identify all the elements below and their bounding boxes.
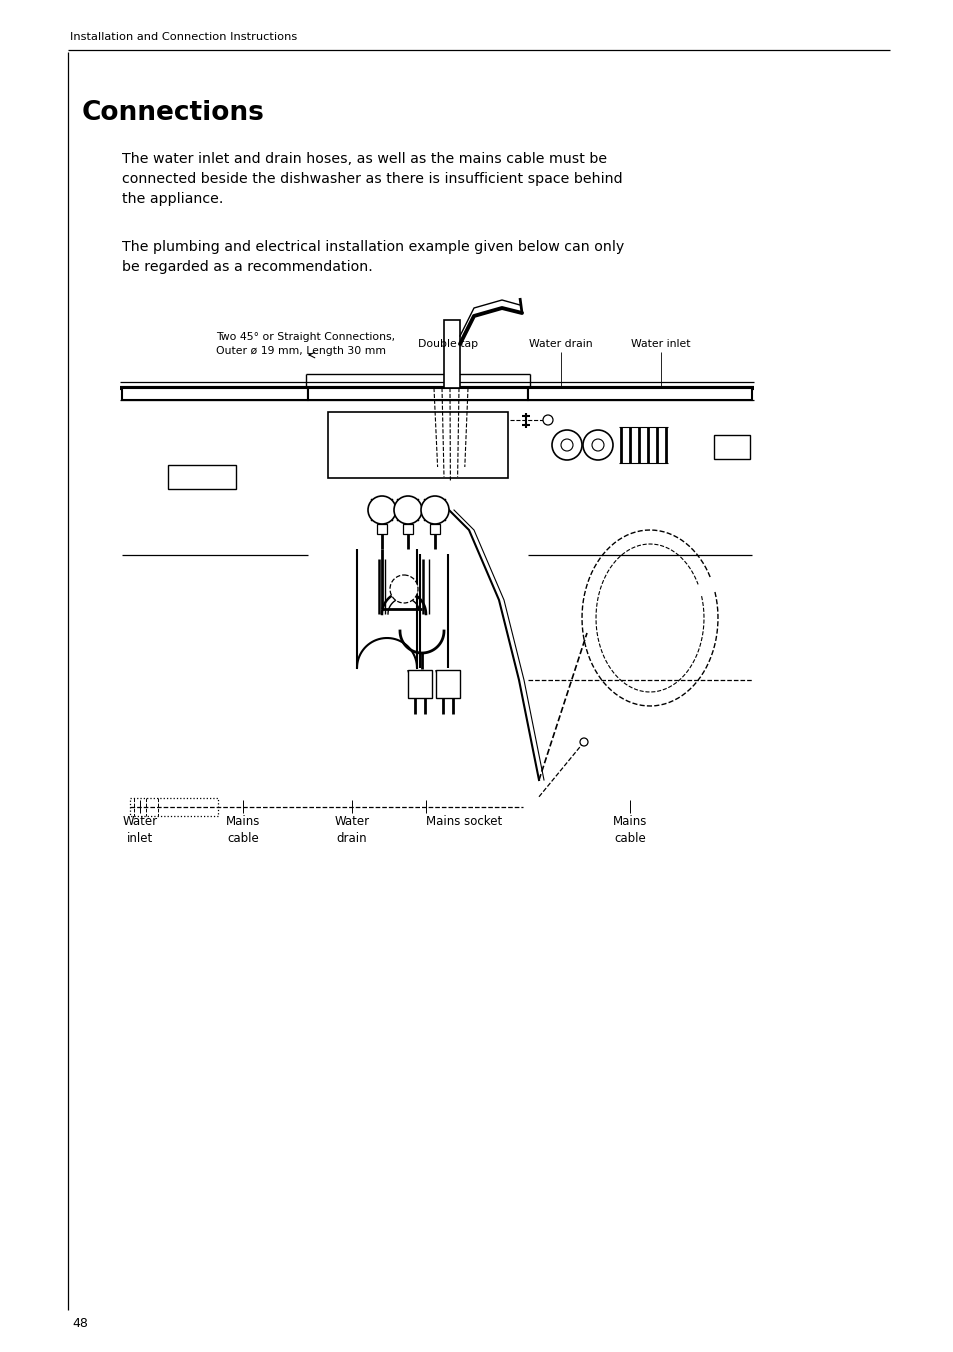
- Bar: [308, 388, 527, 400]
- Bar: [713, 435, 749, 458]
- Circle shape: [582, 430, 613, 460]
- Bar: [168, 465, 235, 489]
- Circle shape: [390, 575, 417, 603]
- Text: Double tap: Double tap: [417, 339, 477, 349]
- Bar: [130, 798, 218, 817]
- Circle shape: [542, 415, 553, 425]
- Text: Water
drain: Water drain: [335, 815, 369, 845]
- Text: Water drain: Water drain: [529, 339, 592, 349]
- Circle shape: [420, 496, 449, 525]
- Text: Two 45° or Straight Connections,: Two 45° or Straight Connections,: [215, 333, 395, 342]
- Bar: [402, 525, 413, 534]
- Text: Mains
cable: Mains cable: [226, 815, 260, 845]
- Circle shape: [394, 496, 421, 525]
- Text: The water inlet and drain hoses, as well as the mains cable must be
connected be: The water inlet and drain hoses, as well…: [122, 151, 622, 206]
- Bar: [408, 671, 432, 698]
- Bar: [443, 320, 459, 388]
- Circle shape: [368, 496, 395, 525]
- Text: Mains socket: Mains socket: [426, 815, 501, 827]
- Bar: [376, 525, 387, 534]
- Circle shape: [552, 430, 581, 460]
- Text: The plumbing and electrical installation example given below can only
be regarde: The plumbing and electrical installation…: [122, 241, 623, 274]
- Bar: [436, 671, 459, 698]
- Text: Mains
cable: Mains cable: [612, 815, 646, 845]
- Text: Installation and Connection Instructions: Installation and Connection Instructions: [70, 32, 297, 42]
- Bar: [328, 412, 507, 479]
- Bar: [527, 388, 751, 400]
- Text: Connections: Connections: [82, 100, 265, 126]
- Bar: [430, 525, 439, 534]
- Circle shape: [560, 439, 573, 452]
- Bar: [122, 388, 308, 400]
- Circle shape: [579, 738, 587, 746]
- Text: Outer ø 19 mm, Length 30 mm: Outer ø 19 mm, Length 30 mm: [215, 346, 386, 356]
- Text: Water inlet: Water inlet: [631, 339, 690, 349]
- Text: Water
inlet: Water inlet: [122, 815, 157, 845]
- Circle shape: [592, 439, 603, 452]
- Text: 48: 48: [71, 1317, 88, 1330]
